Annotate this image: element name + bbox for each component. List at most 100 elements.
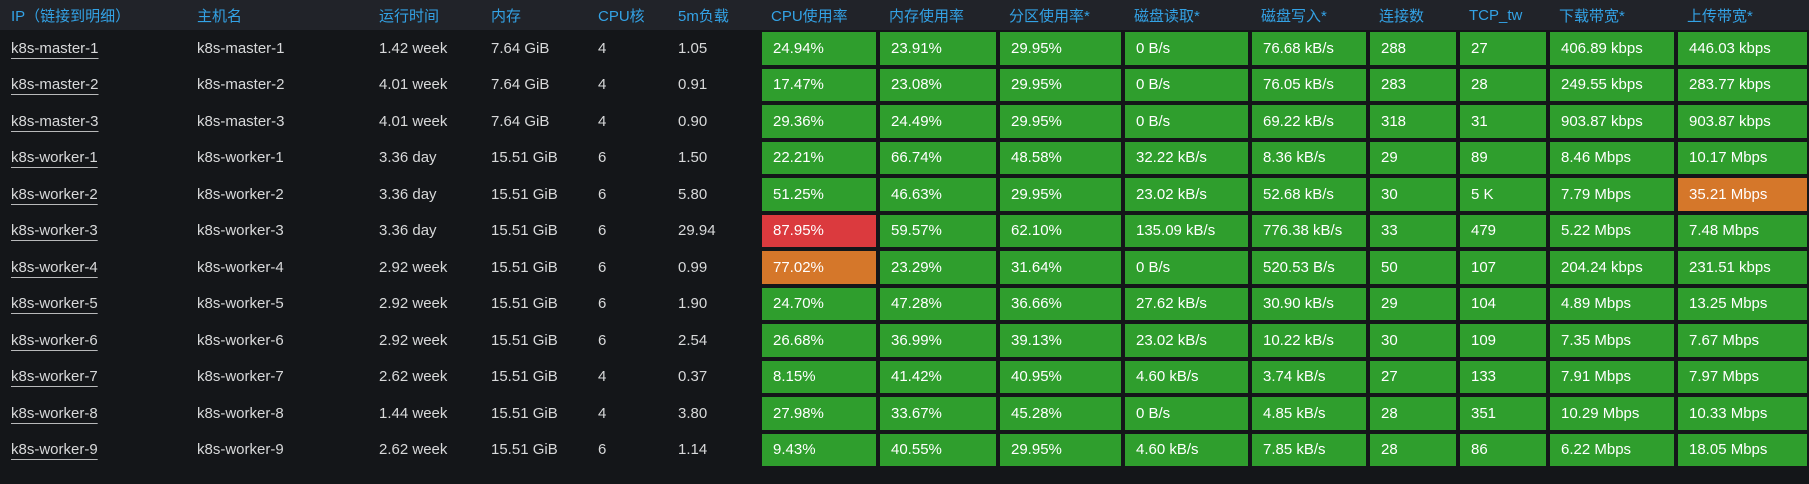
cpu-cores-cell: 6	[598, 295, 607, 313]
disk-write-metric: 69.22 kB/s	[1250, 103, 1368, 140]
mem-usage-cell: 41.42%	[880, 360, 996, 393]
disk-write-metric: 4.85 kB/s	[1250, 395, 1368, 432]
column-header-cpu_cores[interactable]: CPU核	[587, 0, 667, 30]
disk-read-metric: 0 B/s	[1123, 249, 1250, 286]
tcp-tw-cell: 133	[1460, 360, 1546, 393]
cpu-cores-cell: 4	[598, 76, 607, 94]
disk-read-cell: 4.60 kB/s	[1125, 360, 1248, 393]
connections-metric: 50	[1368, 249, 1458, 286]
ip-link[interactable]: k8s-worker-5	[11, 295, 98, 313]
column-header-upload_bw[interactable]: 上传带宽*	[1676, 0, 1809, 30]
table-row: k8s-worker-3 k8s-worker-3 3.36 day 15.51 Gi…	[0, 213, 1809, 250]
upload-bw-metric: 13.25 Mbps	[1676, 286, 1809, 323]
memory-cell: 7.64 GiB	[491, 112, 550, 130]
download-bw-metric: 7.35 Mbps	[1548, 322, 1676, 359]
mem-usage-cell: 59.57%	[880, 214, 996, 247]
memory-cell: 15.51 GiB	[491, 149, 558, 167]
column-header-memory[interactable]: 内存	[480, 0, 587, 30]
download-bw-metric: 5.22 Mbps	[1548, 213, 1676, 250]
disk-write-metric: 76.68 kB/s	[1250, 30, 1368, 67]
cpu-usage-metric: 27.98%	[760, 395, 878, 432]
column-header-disk_read[interactable]: 磁盘读取*	[1123, 0, 1250, 30]
ip-cell: k8s-worker-9	[0, 432, 186, 469]
ip-link[interactable]: k8s-worker-9	[11, 441, 98, 459]
cpu-usage-metric: 51.25%	[760, 176, 878, 213]
mem-usage-metric: 46.63%	[878, 176, 998, 213]
ip-link[interactable]: k8s-worker-1	[11, 149, 98, 167]
uptime-cell: 4.01 week	[379, 76, 448, 94]
column-header-ip[interactable]: IP（链接到明细）	[0, 0, 186, 30]
partition-usage-cell: 45.28%	[1000, 397, 1121, 430]
partition-usage-cell: 40.95%	[1000, 360, 1121, 393]
column-header-load_5m[interactable]: 5m负载	[667, 0, 760, 30]
cpu-usage-cell: 24.70%	[762, 287, 876, 320]
ip-link[interactable]: k8s-worker-8	[11, 404, 98, 422]
column-header-download_bw[interactable]: 下载带宽*	[1548, 0, 1676, 30]
tcp-tw-metric: 479	[1458, 213, 1548, 250]
partition-usage-metric: 29.95%	[998, 103, 1123, 140]
table-row: k8s-worker-6 k8s-worker-6 2.92 week 15.51 G…	[0, 322, 1809, 359]
ip-link[interactable]: k8s-worker-7	[11, 368, 98, 386]
table-body: k8s-master-1 k8s-master-1 1.42 week 7.64 Gi…	[0, 30, 1809, 468]
hostname-cell: k8s-worker-6	[197, 331, 284, 349]
tcp-tw-cell: 86	[1460, 433, 1546, 466]
cpu-cores-cell: 4	[598, 368, 607, 386]
connections-cell: 29	[1370, 287, 1456, 320]
table-row: k8s-worker-2 k8s-worker-2 3.36 day 15.51 Gi…	[0, 176, 1809, 213]
tcp-tw-cell: 109	[1460, 324, 1546, 357]
ip-link[interactable]: k8s-worker-4	[11, 258, 98, 276]
upload-bw-cell: 10.17 Mbps	[1678, 141, 1807, 174]
mem-usage-metric: 23.29%	[878, 249, 998, 286]
partition-usage-cell: 29.95%	[1000, 433, 1121, 466]
connections-metric: 283	[1368, 67, 1458, 104]
load-5m-cell: 3.80	[678, 404, 708, 422]
mem-usage-metric: 66.74%	[878, 140, 998, 177]
cpu-usage-cell: 77.02%	[762, 251, 876, 284]
upload-bw-cell: 7.67 Mbps	[1678, 324, 1807, 357]
column-header-tcp_tw[interactable]: TCP_tw	[1458, 0, 1548, 30]
ip-link[interactable]: k8s-master-3	[11, 112, 99, 130]
table-header: IP（链接到明细） 主机名 运行时间 内存 CPU核 5m负载 CPU使用率 内存使用率 分区使…	[0, 0, 1809, 30]
column-header-hostname[interactable]: 主机名	[186, 0, 368, 30]
column-header-uptime[interactable]: 运行时间	[368, 0, 480, 30]
partition-usage-metric: 62.10%	[998, 213, 1123, 250]
ip-link[interactable]: k8s-master-1	[11, 39, 99, 57]
column-header-mem_usage[interactable]: 内存使用率	[878, 0, 998, 30]
column-header-disk_write[interactable]: 磁盘写入*	[1250, 0, 1368, 30]
download-bw-cell: 7.91 Mbps	[1550, 360, 1674, 393]
disk-read-cell: 32.22 kB/s	[1125, 141, 1248, 174]
partition-usage-cell: 62.10%	[1000, 214, 1121, 247]
uptime-cell: 1.42 week	[379, 39, 448, 57]
tcp-tw-cell: 351	[1460, 397, 1546, 430]
ip-link[interactable]: k8s-master-2	[11, 76, 99, 94]
disk-read-cell: 135.09 kB/s	[1125, 214, 1248, 247]
ip-link[interactable]: k8s-worker-2	[11, 185, 98, 203]
uptime-cell: 2.62 week	[379, 368, 448, 386]
download-bw-metric: 4.89 Mbps	[1548, 286, 1676, 323]
disk-read-metric: 0 B/s	[1123, 67, 1250, 104]
connections-cell: 28	[1370, 433, 1456, 466]
upload-bw-cell: 18.05 Mbps	[1678, 433, 1807, 466]
mem-usage-cell: 33.67%	[880, 397, 996, 430]
tcp-tw-metric: 104	[1458, 286, 1548, 323]
column-header-partition_usage[interactable]: 分区使用率*	[998, 0, 1123, 30]
mem-usage-cell: 23.08%	[880, 68, 996, 101]
uptime-cell: 2.92 week	[379, 258, 448, 276]
column-header-cpu_usage[interactable]: CPU使用率	[760, 0, 878, 30]
ip-link[interactable]: k8s-worker-6	[11, 331, 98, 349]
hostname-cell: k8s-worker-4	[197, 258, 284, 276]
partition-usage-metric: 45.28%	[998, 395, 1123, 432]
load-5m-cell: 0.90	[678, 112, 708, 130]
ip-link[interactable]: k8s-worker-3	[11, 222, 98, 240]
column-header-connections[interactable]: 连接数	[1368, 0, 1458, 30]
ip-cell: k8s-worker-7	[0, 359, 186, 396]
load-5m-cell: 5.80	[678, 185, 708, 203]
mem-usage-cell: 47.28%	[880, 287, 996, 320]
cpu-usage-metric: 87.95%	[760, 213, 878, 250]
disk-write-metric: 3.74 kB/s	[1250, 359, 1368, 396]
connections-metric: 288	[1368, 30, 1458, 67]
tcp-tw-metric: 5 K	[1458, 176, 1548, 213]
disk-write-cell: 10.22 kB/s	[1252, 324, 1366, 357]
disk-write-cell: 30.90 kB/s	[1252, 287, 1366, 320]
table-row: k8s-worker-7 k8s-worker-7 2.62 week 15.51 G…	[0, 359, 1809, 396]
